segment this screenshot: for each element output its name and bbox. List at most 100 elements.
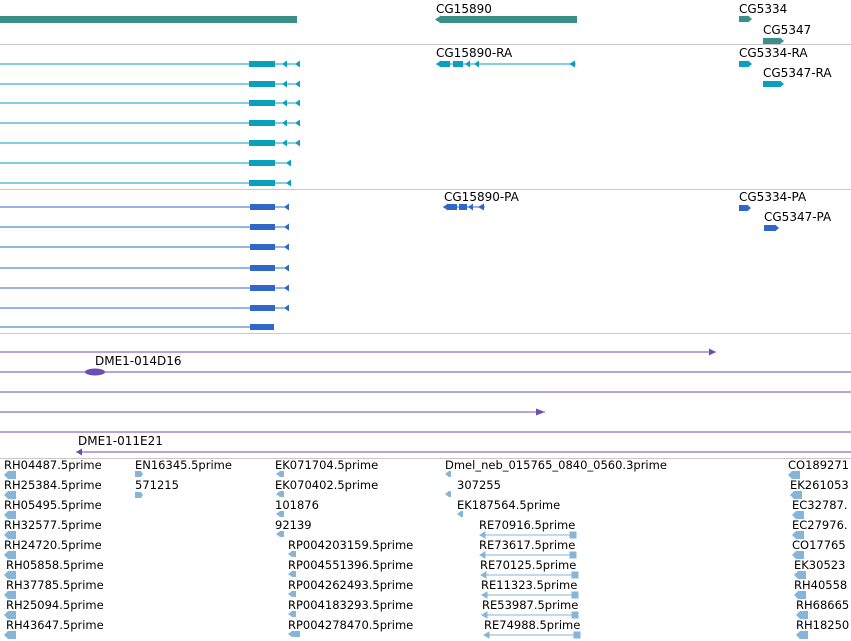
- est-feature[interactable]: [135, 492, 143, 498]
- est-feature[interactable]: [481, 611, 579, 619]
- cds-row[interactable]: [0, 304, 289, 312]
- transcript-label[interactable]: CG5334-RA: [739, 46, 808, 60]
- est-label[interactable]: 307255: [457, 478, 501, 492]
- est-label[interactable]: EK30523: [794, 558, 846, 572]
- est-label[interactable]: 571215: [135, 478, 179, 492]
- est-label[interactable]: EK070402.5prime: [275, 478, 379, 492]
- est-feature[interactable]: [792, 551, 804, 559]
- clone-dme1-011e21[interactable]: [76, 448, 851, 456]
- est-feature[interactable]: [445, 471, 451, 477]
- est-label[interactable]: RH68665: [796, 598, 850, 612]
- est-label[interactable]: RH05858.5prime: [6, 558, 104, 572]
- est-label[interactable]: EC32787.: [792, 498, 848, 512]
- est-label[interactable]: 92139: [275, 518, 312, 532]
- est-label[interactable]: RH18250: [796, 618, 850, 632]
- est-feature[interactable]: [796, 631, 808, 639]
- est-feature[interactable]: [788, 471, 800, 479]
- clone-row[interactable]: [0, 348, 716, 356]
- transcript-label[interactable]: CG5347-RA: [763, 66, 832, 80]
- est-feature[interactable]: [288, 631, 300, 637]
- est-label[interactable]: RH25094.5prime: [6, 598, 104, 612]
- est-feature[interactable]: [457, 511, 463, 517]
- est-feature[interactable]: [135, 471, 143, 477]
- transcript-row[interactable]: [0, 139, 300, 147]
- gene-label[interactable]: CG5347: [763, 23, 812, 37]
- est-label[interactable]: RH32577.5prime: [4, 518, 102, 532]
- est-label[interactable]: RP004203159.5prime: [288, 538, 414, 552]
- est-feature[interactable]: [4, 531, 16, 539]
- est-label[interactable]: EK071704.5prime: [275, 458, 379, 472]
- est-feature[interactable]: [4, 551, 16, 559]
- transcript-row[interactable]: [0, 179, 291, 187]
- cds-row[interactable]: [0, 324, 274, 330]
- est-feature[interactable]: [288, 611, 296, 617]
- est-label[interactable]: RH04487.5prime: [4, 458, 102, 472]
- clone-dme1-014d16[interactable]: [0, 368, 851, 376]
- est-feature[interactable]: [4, 571, 16, 579]
- transcript-cg5334-ra[interactable]: [739, 60, 752, 68]
- est-label[interactable]: RH24720.5prime: [4, 538, 102, 552]
- gene-feature-cg15890[interactable]: [440, 16, 577, 23]
- est-feature[interactable]: [4, 511, 16, 519]
- est-label[interactable]: RH37785.5prime: [6, 578, 104, 592]
- est-label[interactable]: RP004183293.5prime: [288, 598, 414, 612]
- est-feature[interactable]: [276, 471, 284, 477]
- transcript-label[interactable]: CG15890-RA: [436, 46, 513, 60]
- gene-feature[interactable]: [0, 16, 297, 23]
- est-feature[interactable]: [445, 491, 451, 497]
- est-feature[interactable]: [4, 611, 16, 619]
- cds-cg5334-pa[interactable]: [739, 204, 751, 212]
- est-label[interactable]: RE53987.5prime: [482, 598, 579, 612]
- cds-row[interactable]: [0, 264, 289, 272]
- est-feature[interactable]: [288, 551, 296, 557]
- transcript-row[interactable]: [0, 80, 300, 88]
- est-feature[interactable]: [483, 631, 581, 639]
- cds-label[interactable]: CG5347-PA: [764, 210, 832, 224]
- clone-label[interactable]: DME1-011E21: [78, 434, 163, 448]
- transcript-row[interactable]: [0, 119, 300, 127]
- est-label[interactable]: RE73617.5prime: [479, 538, 576, 552]
- cds-label[interactable]: CG15890-PA: [444, 190, 519, 204]
- est-feature[interactable]: [288, 591, 296, 597]
- transcript-cg5347-ra[interactable]: [763, 80, 784, 88]
- est-label[interactable]: RH25384.5prime: [4, 478, 102, 492]
- gene-label[interactable]: CG15890: [436, 2, 492, 16]
- est-label[interactable]: RP004551396.5prime: [288, 558, 414, 572]
- est-label[interactable]: RE74988.5prime: [484, 618, 581, 632]
- clone-label[interactable]: DME1-014D16: [95, 354, 182, 368]
- transcript-row[interactable]: [0, 159, 291, 167]
- est-label[interactable]: RE11323.5prime: [481, 578, 578, 592]
- est-label[interactable]: RE70916.5prime: [479, 518, 576, 532]
- est-label[interactable]: RH40558: [794, 578, 848, 592]
- transcript-cg15890-ra[interactable]: [436, 60, 576, 68]
- est-feature[interactable]: [481, 591, 579, 599]
- transcript-row[interactable]: [0, 99, 300, 107]
- gene-label[interactable]: CG5334: [739, 2, 788, 16]
- est-feature[interactable]: [276, 531, 284, 537]
- cds-row[interactable]: [0, 284, 289, 292]
- est-feature[interactable]: [794, 571, 806, 579]
- est-feature[interactable]: [792, 531, 804, 539]
- est-feature[interactable]: [479, 531, 577, 539]
- est-feature[interactable]: [790, 491, 802, 499]
- est-label[interactable]: 101876: [275, 498, 319, 512]
- est-label[interactable]: RE70125.5prime: [480, 558, 577, 572]
- est-label[interactable]: CO189271: [788, 458, 849, 472]
- est-feature[interactable]: [796, 611, 808, 619]
- est-label[interactable]: RP004278470.5prime: [288, 618, 414, 632]
- cds-cg15890-pa[interactable]: [443, 203, 485, 211]
- est-feature[interactable]: [480, 571, 579, 579]
- est-label[interactable]: EK261053: [790, 478, 849, 492]
- est-label[interactable]: EK187564.5prime: [457, 498, 561, 512]
- transcript-row[interactable]: [0, 60, 300, 68]
- cds-label[interactable]: CG5334-PA: [739, 190, 807, 204]
- clone-row[interactable]: [0, 408, 545, 416]
- est-feature[interactable]: [288, 571, 296, 577]
- gene-feature-cg5347[interactable]: [763, 38, 780, 44]
- est-label[interactable]: Dmel_neb_015765_0840_0560.3prime: [445, 458, 667, 472]
- gene-feature-cg5334[interactable]: [739, 16, 748, 22]
- est-label[interactable]: CO17765: [792, 538, 846, 552]
- est-feature[interactable]: [794, 591, 806, 599]
- est-feature[interactable]: [276, 491, 284, 497]
- est-feature[interactable]: [4, 591, 16, 599]
